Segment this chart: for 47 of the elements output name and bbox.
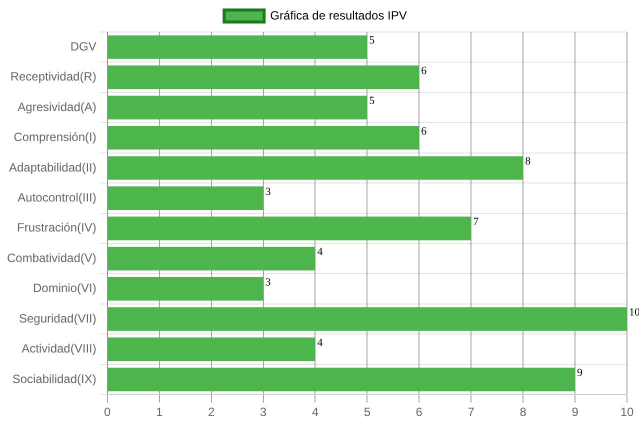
data-label: 5 <box>369 34 376 47</box>
y-tick-label: Dominio(VI) <box>33 281 96 296</box>
x-tick-label: 6 <box>416 405 423 420</box>
data-label: 4 <box>317 246 324 258</box>
y-tick-label: Sociabilidad(IX) <box>12 372 96 386</box>
bar <box>108 66 420 90</box>
x-tick-label: 8 <box>520 405 527 420</box>
x-tick-label: 10 <box>620 405 634 420</box>
y-tick-label: Seguridad(VII) <box>18 311 96 326</box>
x-tick-label: 7 <box>468 405 475 420</box>
bar <box>108 337 316 362</box>
bar <box>108 246 316 270</box>
x-tick-label: 4 <box>312 405 319 420</box>
y-tick-label: DGV <box>70 39 96 54</box>
y-tick-label: Actividad(VIII) <box>22 342 96 356</box>
x-tick-label: 3 <box>260 405 267 420</box>
bar <box>108 156 524 180</box>
y-tick-label: Combatividad(V) <box>6 250 96 265</box>
legend-label: Gráfica de resultados IPV <box>270 8 407 22</box>
bar <box>108 35 368 59</box>
data-label: 7 <box>473 216 480 228</box>
bar <box>108 368 576 392</box>
bar <box>108 96 368 120</box>
bar <box>108 277 264 301</box>
bar <box>108 307 627 331</box>
x-tick-label: 5 <box>364 405 371 420</box>
data-label: 6 <box>421 125 428 138</box>
y-tick-label: Receptividad(R) <box>10 70 96 84</box>
x-tick-label: 9 <box>572 405 579 420</box>
data-label: 9 <box>577 367 584 380</box>
y-tick-label: Adaptabilidad(II) <box>8 160 96 174</box>
y-tick-label: Autocontrol(III) <box>18 190 96 205</box>
bar <box>108 216 472 240</box>
x-tick-label: 1 <box>156 405 163 420</box>
data-label: 3 <box>265 186 272 198</box>
bar <box>108 186 264 210</box>
bar <box>108 126 420 150</box>
y-tick-label: Agresividad(A) <box>18 100 96 114</box>
y-tick-label: Comprensión(I) <box>14 130 96 144</box>
y-tick-label: Frustración(IV) <box>17 220 96 235</box>
data-label: 4 <box>317 336 324 349</box>
data-label: 3 <box>265 276 272 288</box>
data-label: 8 <box>525 156 532 168</box>
x-tick-label: 0 <box>104 405 112 420</box>
x-tick-label: 2 <box>208 405 215 420</box>
data-label: 5 <box>369 95 376 108</box>
data-label: 6 <box>421 64 428 77</box>
